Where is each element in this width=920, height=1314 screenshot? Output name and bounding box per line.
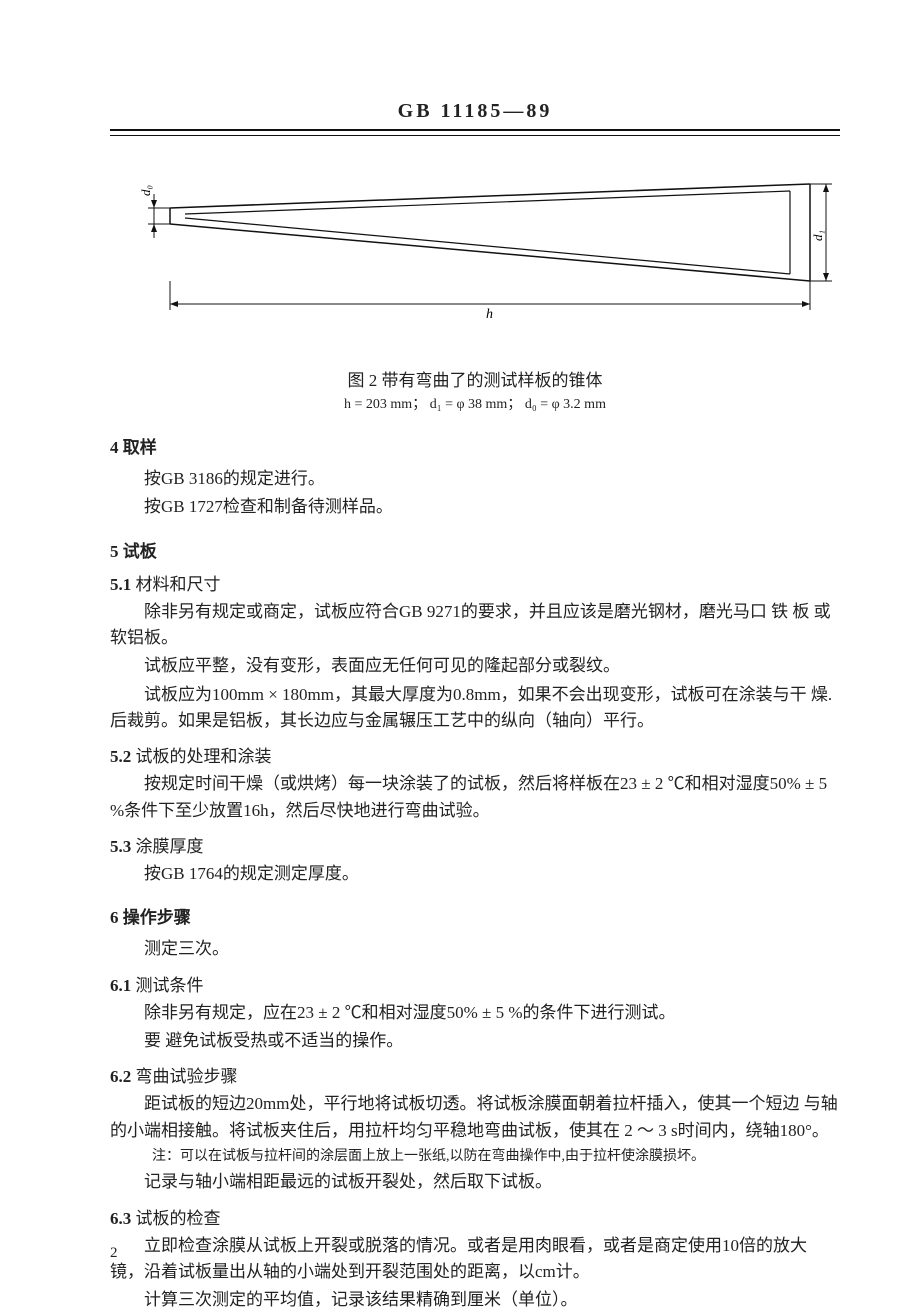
s6-3-label: 试板的检查 [136,1209,221,1228]
section-6-1-title: 6.1 测试条件 [110,971,840,996]
d1-label: d₁ [810,230,825,241]
s5-1-p2: 试板应平整，没有变形，表面应无任何可见的隆起部分或裂纹。 [110,653,840,679]
s5-1-label: 材料和尺寸 [136,575,221,594]
s5-2-p1: 按规定时间干燥（或烘烤）每一块涂装了的试板，然后将样板在23 ± 2 ℃和相对湿… [110,771,840,824]
section-6-2-title: 6.2 弯曲试验步骤 [110,1062,840,1087]
s5-2-label: 试板的处理和涂装 [136,747,272,766]
section-5-2-title: 5.2 试板的处理和涂装 [110,742,840,767]
s4-p2: 按GB 1727检查和制备待测样品。 [110,494,840,520]
s6-2-p1: 距试板的短边20mm处，平行地将试板切透。将试板涂膜面朝着拉杆插入，使其一个短边… [110,1091,840,1144]
s5-1-num: 5.1 [110,575,131,594]
s6-p0: 测定三次。 [110,936,840,962]
section-5-title: 5 试板 [110,537,840,562]
s6-3-num: 6.3 [110,1209,131,1228]
figure-2-params: h = 203 mm； d₁ = φ 38 mm； d₀ = φ 3.2 mm [110,393,840,413]
s6-2-label: 弯曲试验步骤 [136,1067,238,1086]
s5-1-p1: 除非另有规定或商定，试板应符合GB 9271的要求，并且应该是磨光钢材，磨光马口… [110,599,840,652]
section-4-title: 4 取样 [110,433,840,458]
s6-3-p1: 立即检查涂膜从试板上开裂或脱落的情况。或者是用肉眼看，或者是商定使用10倍的放大… [110,1233,840,1286]
s5-3-label: 涂膜厚度 [136,837,204,856]
s5-1-p3: 试板应为100mm × 180mm，其最大厚度为0.8mm，如果不会出现变形，试… [110,682,840,735]
document-page: GB 11185—89 d₀ [0,0,920,1302]
s6-1-label: 测试条件 [136,976,204,995]
s6-1-p1: 除非另有规定，应在23 ± 2 ℃和相对湿度50% ± 5 %的条件下进行测试。 [110,1000,840,1026]
s5-3-p1: 按GB 1764的规定测定厚度。 [110,861,840,887]
section-5-1-title: 5.1 材料和尺寸 [110,570,840,595]
s6-2-p2: 记录与轴小端相距最远的试板开裂处，然后取下试板。 [110,1169,840,1195]
section-5-3-title: 5.3 涂膜厚度 [110,832,840,857]
s5-3-num: 5.3 [110,837,131,856]
cone-diagram-svg: d₀ d₁ h [110,166,840,336]
d0-label: d₀ [138,185,153,196]
h-label: h [486,307,493,322]
s6-2-note: 注：可以在试板与拉杆间的涂层面上放上一张纸,以防在弯曲操作中,由于拉杆使涂膜损坏… [110,1146,840,1167]
section-6-title: 6 操作步骤 [110,903,840,928]
page-number: 2 [110,1245,118,1262]
section-6-3-title: 6.3 试板的检查 [110,1204,840,1229]
s6-3-p2: 计算三次测定的平均值，记录该结果精确到厘米（单位）。 [110,1287,840,1313]
s4-p1: 按GB 3186的规定进行。 [110,466,840,492]
figure-2-diagram: d₀ d₁ h [110,166,840,346]
s5-2-num: 5.2 [110,747,131,766]
figure-2-caption: 图 2 带有弯曲了的测试样板的锥体 [110,366,840,391]
s6-1-p2: 要 避免试板受热或不适当的操作。 [110,1028,840,1054]
header-rule [110,129,840,136]
s6-2-num: 6.2 [110,1067,131,1086]
header-standard-code: GB 11185—89 [110,100,840,129]
s6-1-num: 6.1 [110,976,131,995]
